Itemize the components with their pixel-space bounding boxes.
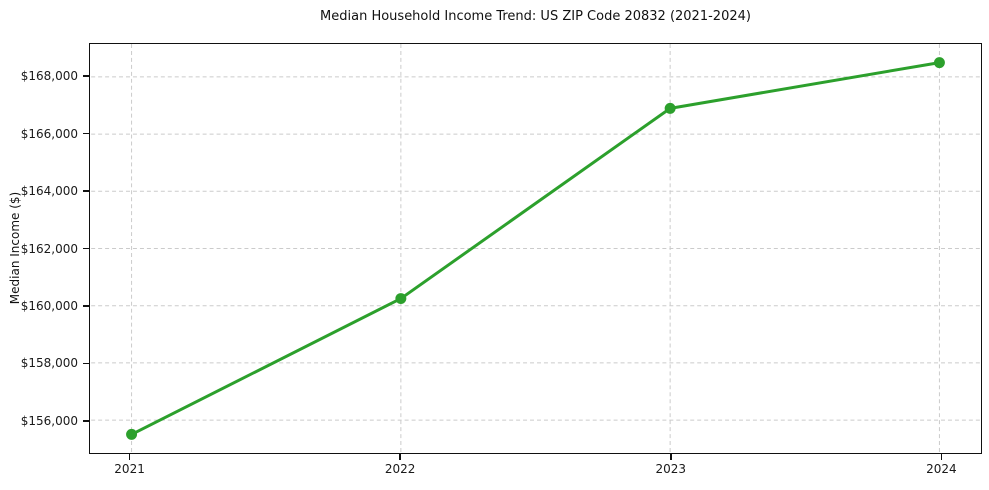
x-tick-mark [940, 454, 943, 460]
x-tick-label: 2023 [655, 462, 687, 476]
data-point-marker [126, 428, 138, 440]
series-line [130, 61, 941, 436]
y-tick-label: $168,000 [20, 69, 78, 84]
y-tick-label: $158,000 [20, 356, 78, 371]
x-tick-label: 2022 [384, 462, 416, 476]
y-tick-label: $166,000 [20, 126, 78, 141]
plot-area [89, 43, 982, 454]
x-tick-mark [399, 454, 401, 460]
x-tick-mark [128, 454, 131, 460]
y-tick-label: $156,000 [20, 413, 78, 428]
data-point-marker [933, 57, 945, 69]
chart-title: Median Household Income Trend: US ZIP Co… [320, 9, 751, 24]
line-chart-svg [91, 44, 980, 453]
y-axis-title: Median Income ($) [8, 191, 22, 305]
data-point-marker [664, 102, 676, 114]
data-point-marker [395, 293, 407, 305]
x-tick-label: 2024 [926, 462, 957, 476]
x-tick-mark [670, 454, 672, 460]
x-tick-label: 2021 [114, 462, 145, 476]
